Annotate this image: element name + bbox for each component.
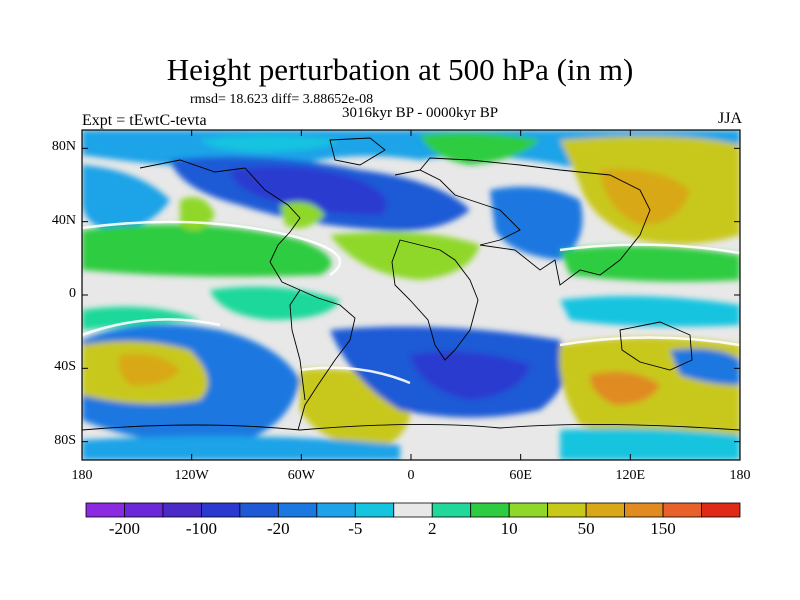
field-blob [410,351,530,400]
field-blob [82,436,400,460]
plot-title: Height perturbation at 500 hPa (in m) [166,52,634,87]
field-blob [200,135,340,152]
colorbar-label: 10 [500,519,518,538]
field-blob [82,165,170,230]
experiment-label: Expt = tEwtC-tevta [82,112,207,129]
field-blob [560,246,740,282]
zero-contour [82,220,342,277]
coastline [419,157,651,286]
field-blob [210,286,340,320]
lat-tick-label: 40N [51,212,76,228]
colorbar-swatch [239,502,279,518]
longitude-tick-marks [81,130,741,460]
field-blob [118,354,180,386]
zero-contour [559,336,740,347]
coastlines [82,137,740,431]
field-blob [330,231,480,280]
lat-tick-label: 40S [54,359,76,375]
colorbar-swatch [585,502,625,518]
field-blob [82,306,200,330]
lon-tick-label: 120W [174,468,209,483]
field-blob [230,166,387,215]
zero-contour [82,318,221,337]
colorbar-swatch [162,502,202,518]
lon-tick-label: 0 [407,468,415,483]
colorbar-swatch [316,502,356,518]
colorbar-swatch [508,502,549,518]
field-shading [82,130,740,460]
field-blob [490,186,583,260]
coastline [391,239,479,361]
colorbar-swatch [662,502,702,518]
lat-tick-label: 0 [69,286,76,301]
field-blob [560,428,740,460]
lat-tick-label: 80S [54,432,76,448]
stats-line: rmsd= 18.623 diff= 3.88652e-08 [190,92,374,107]
lon-tick-label: 180 [729,468,751,483]
coastline [289,289,306,401]
colorbar-swatch [277,502,318,518]
colorbar-label: 50 [577,519,595,538]
colorbar-label: -200 [108,519,141,538]
field-blob [600,169,690,225]
colorbar-swatch [85,502,125,518]
colorbar-swatch [701,502,741,518]
colorbar-label: -5 [348,519,363,538]
period-subtitle: 3016kyr BP - 0000kyr BP [341,105,499,121]
colorbar-swatch [393,502,433,518]
coastline [394,169,521,246]
lon-tick-label: 180 [71,468,93,483]
colorbar-label: 150 [650,519,676,538]
field-blob [670,348,740,385]
colorbar-swatch [547,502,587,518]
coastline [297,289,356,431]
coastline [329,137,386,166]
colorbar [85,502,741,518]
colorbar-swatch [124,502,164,518]
field-blob [420,132,540,165]
lon-tick-label: 60W [287,468,315,483]
latitude-tick-marks [82,147,740,443]
colorbar-swatch [470,502,510,518]
colorbar-label: -20 [267,519,290,538]
lon-tick-label: 120E [615,468,646,483]
lat-tick-label: 80N [51,139,76,155]
zero-contour [559,243,740,255]
coastline [139,159,301,291]
season-label: JJA [717,110,742,127]
lon-tick-label: 60E [509,468,532,483]
field-blob [560,296,740,327]
colorbar-swatch [201,502,241,518]
colorbar-swatch [624,502,664,518]
field-blob [82,224,332,277]
zero-contour [299,366,411,385]
colorbar-label: 2 [427,519,437,538]
coastline [82,423,740,431]
colorbar-swatch [354,502,395,518]
coastline [619,321,693,371]
field-blob [590,371,660,405]
colorbar-label: -100 [185,519,217,538]
colorbar-swatch [431,502,472,518]
